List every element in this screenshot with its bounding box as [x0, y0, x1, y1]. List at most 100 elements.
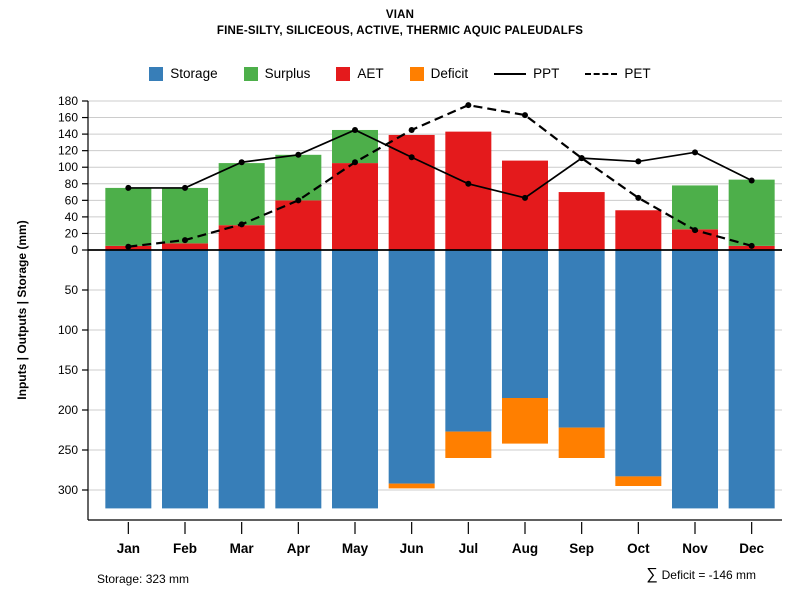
y-tick-lower-100-label: 100: [58, 323, 78, 337]
bar-aet-Nov: [672, 229, 718, 250]
bar-storage-Jun: [388, 250, 435, 484]
surplus-swatch-icon: [243, 66, 258, 81]
pet-point-Sep: [578, 155, 585, 162]
bar-deficit-Sep: [558, 427, 605, 458]
ppt-point-Apr: [295, 151, 302, 158]
bar-storage-Jan: [105, 250, 152, 509]
bar-surplus-Apr: [275, 154, 322, 201]
x-tick-label-Jun: Jun: [400, 541, 424, 556]
pet-point-Oct: [635, 194, 642, 201]
bar-surplus-Feb: [162, 187, 208, 244]
bar-storage-Feb: [162, 250, 208, 509]
y-tick-lower-300-label: 300: [58, 483, 78, 497]
bar-storage-May: [332, 250, 378, 509]
x-tick-label-Nov: Nov: [682, 541, 708, 556]
bar-aet-Aug: [502, 160, 548, 250]
bar-aet-Jun: [388, 134, 435, 250]
bar-storage-Aug: [502, 250, 548, 398]
y-tick-upper-60-label: 60: [65, 193, 79, 207]
y-tick-upper-100-label: 100: [58, 160, 78, 174]
chart-title: VIAN: [385, 9, 415, 21]
x-tick-label-Dec: Dec: [739, 541, 764, 556]
bar-deficit-Oct: [615, 476, 662, 486]
ppt-point-Oct: [635, 158, 642, 165]
x-tick-label-Jan: Jan: [117, 541, 140, 556]
x-tick-label-Mar: Mar: [230, 541, 255, 556]
y-axis-title: Inputs | Outputs | Storage (mm): [15, 220, 29, 399]
legend-label-ppt: PPT: [533, 66, 560, 81]
deficit-total-text: Deficit = -146 mm: [661, 568, 756, 582]
ppt-point-Feb: [182, 184, 188, 191]
pet-point-Jul: [465, 102, 472, 109]
bar-deficit-Aug: [502, 398, 548, 444]
x-tick-label-Oct: Oct: [627, 541, 650, 556]
legend-label-pet: PET: [624, 66, 651, 81]
bar-storage-Sep: [558, 250, 605, 428]
ppt-point-Jan: [125, 184, 132, 191]
ppt-line: [128, 129, 753, 199]
bar-storage-Apr: [275, 250, 322, 509]
bar-aet-Sep: [558, 192, 605, 250]
legend-label-deficit: Deficit: [430, 66, 469, 81]
pet-point-Feb: [182, 237, 188, 244]
pet-point-Dec: [748, 242, 755, 249]
y-tick-lower-200-label: 200: [58, 403, 78, 417]
x-tick-label-Sep: Sep: [569, 541, 594, 556]
storage-total-note: Storage: 323 mm: [97, 572, 190, 586]
ppt-point-Dec: [748, 177, 755, 184]
legend-label-storage: Storage: [170, 66, 218, 81]
x-tick-label-May: May: [342, 541, 369, 556]
bar-storage-Nov: [672, 250, 718, 509]
x-tick-label-Aug: Aug: [512, 541, 538, 556]
aet-swatch-icon: [336, 66, 351, 81]
storage-swatch-icon: [149, 66, 164, 81]
y-tick-upper-40-label: 40: [65, 210, 79, 224]
bar-surplus-Nov: [672, 185, 718, 230]
pet-point-Mar: [238, 221, 245, 228]
bar-aet-Oct: [615, 210, 662, 250]
legend-item-pet: PET: [585, 66, 651, 81]
bar-surplus-Dec: [728, 179, 775, 246]
bar-deficit-Jul: [445, 431, 492, 458]
ppt-point-Jul: [465, 180, 472, 187]
bar-storage-Mar: [218, 250, 265, 509]
ppt-line-sample-icon: [494, 72, 527, 75]
pet-point-Jun: [408, 126, 415, 133]
chart-subtitle: FINE-SILTY, SILICEOUS, ACTIVE, THERMIC A…: [216, 25, 584, 37]
x-tick-label-Apr: Apr: [287, 541, 311, 556]
bar-surplus-May: [332, 129, 378, 164]
legend-item-storage: Storage: [149, 66, 218, 81]
chart-legend: Storage Surplus AET Deficit PPT PET: [0, 66, 800, 81]
sigma-symbol: ∑: [646, 566, 658, 583]
ppt-point-Jun: [408, 154, 415, 161]
y-tick-lower-150-label: 150: [58, 363, 78, 377]
y-tick-zero-label: 0: [71, 243, 78, 257]
y-tick-upper-80-label: 80: [65, 177, 79, 191]
ppt-point-May: [352, 126, 358, 133]
bar-storage-Dec: [728, 250, 775, 509]
legend-item-aet: AET: [336, 66, 384, 81]
bar-storage-Oct: [615, 250, 662, 477]
pet-point-Apr: [295, 197, 302, 204]
y-tick-lower-250-label: 250: [58, 443, 78, 457]
x-tick-label-Feb: Feb: [173, 541, 197, 556]
bar-deficit-Jun: [388, 483, 435, 489]
pet-line: [128, 103, 752, 248]
x-tick-label-Jul: Jul: [459, 541, 479, 556]
ppt-point-Aug: [522, 194, 528, 201]
pet-point-Nov: [692, 227, 698, 234]
ppt-point-Nov: [692, 149, 698, 156]
legend-item-surplus: Surplus: [243, 66, 311, 81]
y-tick-upper-160-label: 160: [58, 111, 78, 125]
deficit-swatch-icon: [409, 66, 424, 81]
bar-aet-Apr: [275, 200, 322, 250]
deficit-total-note: ∑ Deficit = -146 mm: [646, 566, 756, 583]
bar-storage-Jul: [445, 250, 492, 432]
bar-aet-Jul: [445, 131, 492, 250]
y-tick-upper-140-label: 140: [58, 127, 78, 141]
pet-point-Aug: [522, 112, 528, 119]
legend-label-aet: AET: [357, 66, 384, 81]
bar-aet-Feb: [162, 243, 208, 250]
pet-point-May: [352, 159, 358, 166]
legend-label-surplus: Surplus: [264, 66, 311, 81]
